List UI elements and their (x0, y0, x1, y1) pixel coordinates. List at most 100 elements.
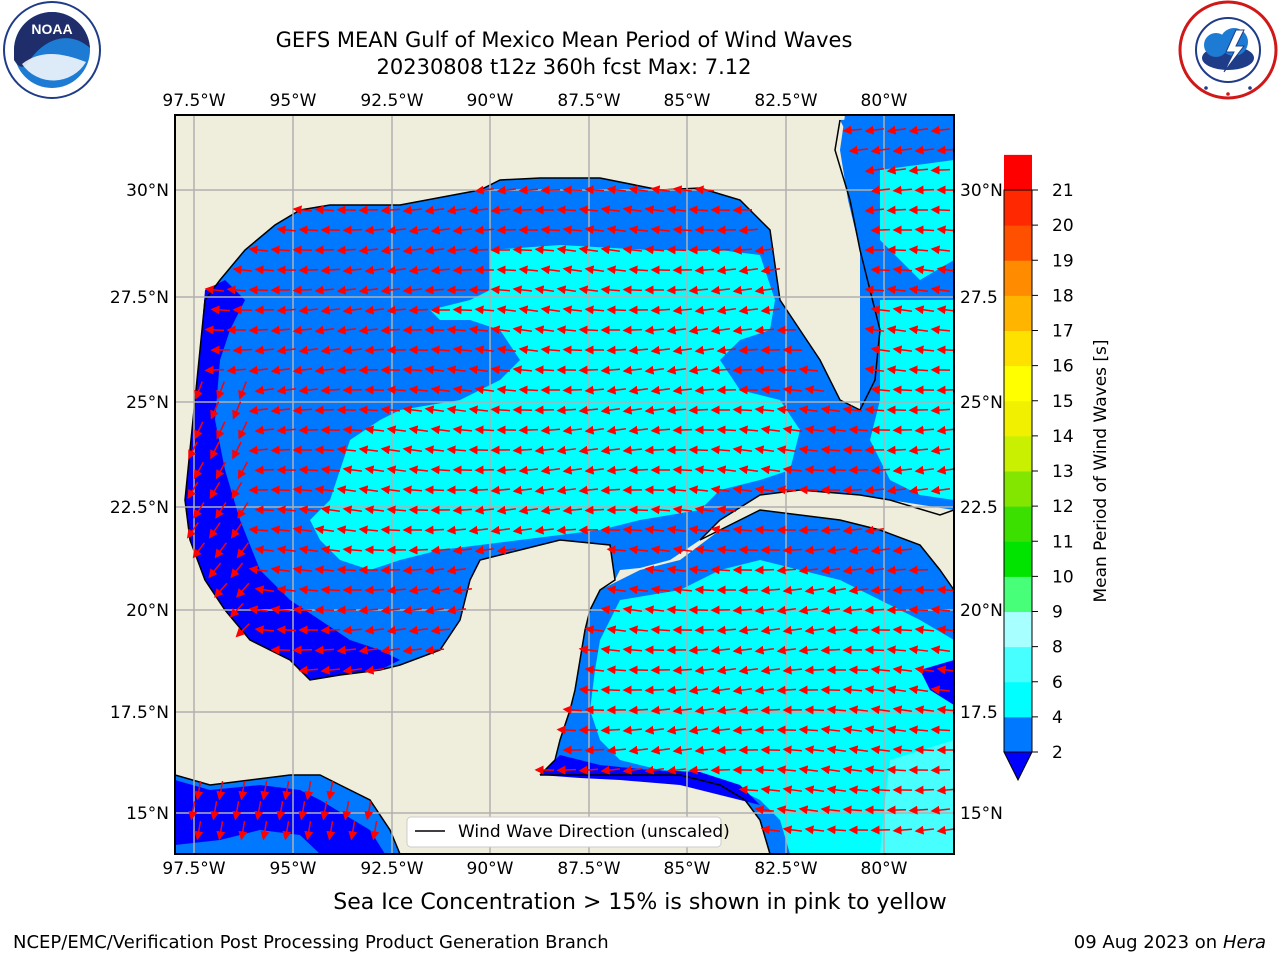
wind-wave-arrow (644, 245, 665, 255)
colorbar-segment (1004, 611, 1032, 648)
wind-wave-arrow (342, 265, 363, 275)
wind-wave-arrow (540, 505, 561, 515)
wind-wave-arrow (364, 545, 385, 555)
wind-wave-arrow (622, 245, 643, 255)
wind-wave-arrow (358, 245, 379, 255)
wind-wave-arrow (606, 465, 627, 475)
wind-wave-arrow (364, 465, 385, 475)
wind-wave-arrow (908, 725, 929, 735)
wind-wave-arrow (232, 345, 253, 355)
colorbar-segment (1004, 716, 1032, 753)
wind-wave-arrow (738, 465, 759, 475)
wind-wave-arrow (804, 745, 825, 755)
wind-wave-arrow (298, 505, 319, 515)
wind-wave-arrow (870, 785, 891, 795)
wind-wave-arrow (798, 445, 819, 455)
colorbar-segment (1004, 225, 1032, 261)
wind-wave-arrow (754, 805, 775, 815)
wind-wave-arrow (490, 405, 511, 415)
wind-wave-arrow (452, 425, 473, 435)
wind-wave-arrow (270, 445, 291, 455)
wind-wave-arrow (798, 405, 819, 415)
wind-wave-arrow (512, 325, 533, 335)
colorbar-tick-label: 4 (1052, 708, 1063, 728)
wind-wave-arrow (584, 265, 605, 275)
wind-wave-arrow (430, 385, 451, 395)
wind-wave-arrow (710, 765, 731, 775)
wind-wave-arrow (402, 645, 423, 655)
wind-wave-arrow (782, 625, 803, 635)
wind-wave-arrow (760, 625, 781, 635)
lon-label: 87.5°W (557, 859, 620, 879)
wind-wave-arrow (710, 725, 731, 735)
wind-wave-arrow (518, 185, 539, 195)
wind-wave-arrow (914, 625, 935, 635)
wind-wave-arrow (606, 665, 627, 675)
wind-wave-arrow (452, 345, 473, 355)
wind-wave-arrow (672, 745, 693, 755)
wind-wave-arrow (864, 285, 885, 295)
wind-wave-arrow (584, 745, 605, 755)
lon-label: 92.5°W (360, 91, 423, 111)
colorbar-tick-label: 12 (1052, 497, 1074, 517)
wind-wave-arrow (314, 525, 335, 535)
wind-wave-arrow (804, 625, 825, 635)
wind-wave-arrow (540, 185, 561, 195)
wind-wave-arrow (914, 785, 935, 795)
wind-wave-arrow (364, 425, 385, 435)
wind-wave-arrow (342, 545, 363, 555)
wind-wave-arrow (628, 385, 649, 395)
wind-wave-arrow (672, 345, 693, 355)
wind-wave-arrow (842, 485, 863, 495)
wind-wave-arrow (842, 765, 863, 775)
wind-wave-arrow (260, 821, 270, 841)
wind-wave-arrow (237, 461, 249, 480)
wind-wave-arrow (864, 205, 885, 215)
wind-wave-arrow (848, 665, 869, 675)
wind-wave-arrow (738, 625, 759, 635)
wind-wave-arrow (562, 305, 583, 315)
sea-ice-note: Sea Ice Concentration > 15% is shown in … (333, 890, 947, 915)
wind-wave-arrow (826, 625, 847, 635)
wind-wave-arrow (892, 705, 913, 715)
wind-wave-arrow (540, 225, 561, 235)
colorbar-tick-label: 19 (1052, 251, 1074, 271)
wind-wave-arrow (930, 325, 951, 335)
wind-wave-arrow (892, 585, 913, 595)
wind-wave-arrow (304, 821, 314, 841)
wind-wave-arrow (930, 125, 951, 135)
wind-wave-arrow (716, 305, 737, 315)
wind-wave-arrow (364, 225, 385, 235)
wind-wave-arrow (930, 765, 951, 775)
wind-wave-arrow (804, 465, 825, 475)
wind-wave-arrow (826, 785, 847, 795)
wind-wave-arrow (320, 345, 341, 355)
wind-wave-arrow (936, 825, 954, 835)
wind-wave-arrow (248, 525, 269, 535)
wind-wave-arrow (716, 385, 737, 395)
wind-wave-arrow (254, 385, 275, 395)
wind-wave-arrow (892, 545, 913, 555)
wind-wave-arrow (886, 325, 907, 335)
wind-wave-arrow (842, 445, 863, 455)
wind-wave-arrow (886, 405, 907, 415)
wind-wave-arrow (254, 625, 275, 635)
wind-wave-arrow (804, 425, 825, 435)
wind-wave-arrow (930, 645, 951, 655)
wind-wave-arrow (232, 801, 242, 821)
wind-wave-arrow (716, 745, 737, 755)
wind-wave-arrow (562, 265, 583, 275)
wind-wave-arrow (760, 305, 781, 315)
wind-wave-arrow (650, 185, 671, 195)
wind-wave-arrow (886, 565, 907, 575)
wind-wave-arrow (628, 585, 649, 595)
wind-wave-arrow (578, 685, 599, 695)
nws-logo (1178, 0, 1278, 100)
wind-wave-arrow (908, 445, 929, 455)
wind-wave-arrow (216, 781, 226, 801)
wind-wave-arrow (314, 645, 335, 655)
wind-wave-arrow (804, 705, 825, 715)
wind-wave-arrow (606, 745, 627, 755)
wind-wave-arrow (518, 345, 539, 355)
wind-wave-arrow (474, 305, 495, 315)
